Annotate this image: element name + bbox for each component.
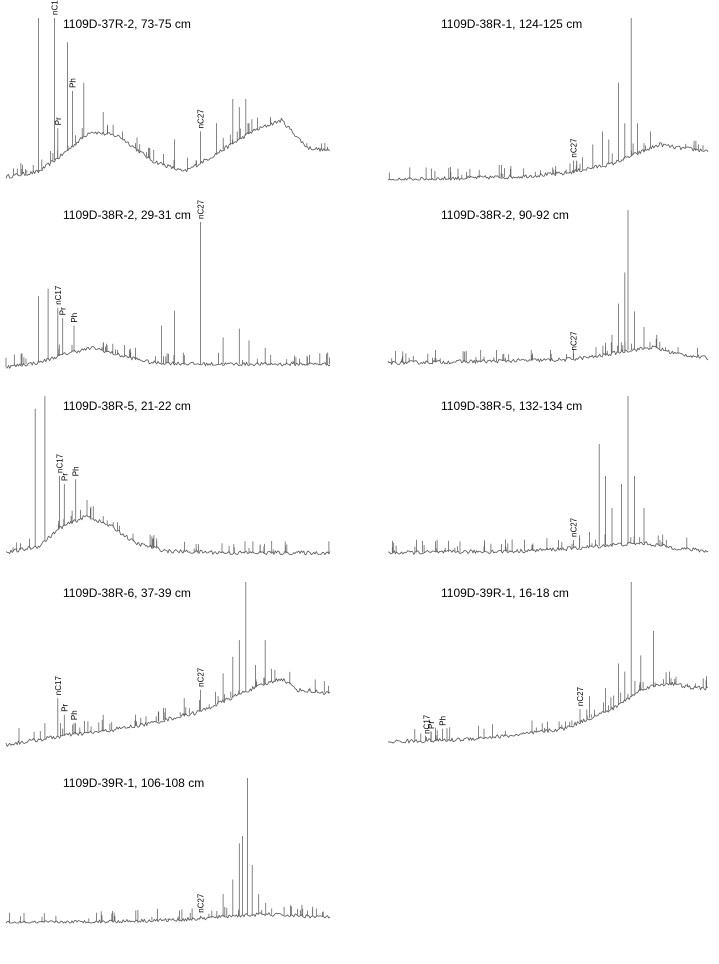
- panel-title: 1109D-38R-2, 29-31 cm: [63, 208, 191, 222]
- peak-label: Pr: [60, 473, 69, 481]
- panel-title: 1109D-38R-2, 90-92 cm: [441, 208, 569, 222]
- chromatogram-panel: 1109D-39R-1, 106-108 cm nC27: [5, 776, 331, 924]
- peak-label: Pr: [54, 117, 63, 125]
- peak-label: Ph: [68, 78, 77, 88]
- baseline-trace: [387, 541, 709, 555]
- baseline-trace: [5, 912, 331, 924]
- chromatogram-panel: 1109D-38R-1, 124-125 cm nC27: [387, 17, 709, 181]
- peak-label: Ph: [72, 466, 81, 476]
- peak-label: nC27: [196, 109, 205, 129]
- peak-label: nC17: [422, 714, 431, 734]
- panel-title: 1109D-38R-5, 21-22 cm: [63, 399, 191, 413]
- peak-label: Ph: [70, 710, 79, 720]
- peak-label: Ph: [70, 313, 79, 323]
- chromatogram-panel: 1109D-38R-5, 132-134 cm nC27: [387, 396, 709, 555]
- peak-label: nC27: [570, 138, 579, 158]
- peak-label: Pr: [427, 721, 436, 729]
- peak-label: nC17: [51, 0, 60, 15]
- panel-title: 1109D-38R-6, 37-39 cm: [63, 586, 191, 600]
- panel-title: 1109D-38R-1, 124-125 cm: [441, 17, 582, 31]
- baseline-trace: [5, 515, 331, 556]
- baseline-trace: [387, 345, 709, 365]
- peak-label: nC27: [196, 893, 205, 913]
- peak-label: nC27: [576, 686, 585, 706]
- peak-label: nC27: [196, 199, 205, 219]
- panel-title: 1109D-37R-2, 73-75 cm: [63, 17, 191, 31]
- panel-title: 1109D-39R-1, 106-108 cm: [63, 776, 204, 790]
- baseline-trace: [387, 681, 709, 744]
- baseline-trace: [5, 678, 331, 747]
- peak-label: nC27: [196, 667, 205, 687]
- peak-label: nC27: [570, 517, 579, 537]
- panel-title: 1109D-38R-5, 132-134 cm: [441, 399, 582, 413]
- peak-label: nC17: [54, 285, 63, 305]
- chromatogram-panel: 1109D-38R-2, 90-92 cm nC27: [387, 208, 709, 365]
- panel-title: 1109D-39R-1, 16-18 cm: [441, 586, 569, 600]
- baseline-trace: [5, 117, 331, 179]
- peak-label: Ph: [438, 716, 447, 726]
- peak-label: Pr: [60, 703, 69, 711]
- peak-label: nC27: [570, 331, 579, 351]
- peak-label: nC17: [54, 676, 63, 696]
- baseline-trace: [387, 142, 709, 181]
- peak-label: Pr: [59, 307, 68, 315]
- peak-label: nC17: [56, 453, 65, 473]
